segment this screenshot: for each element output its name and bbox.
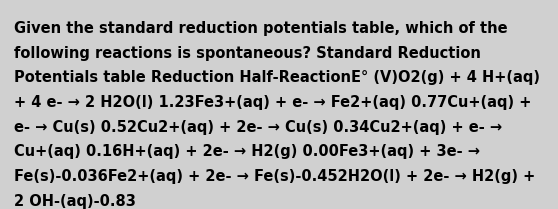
Text: 2 OH-(aq)-0.83: 2 OH-(aq)-0.83 — [14, 194, 136, 209]
Text: Potentials table Reduction Half-ReactionE° (V)O2(g) + 4 H+(aq): Potentials table Reduction Half-Reaction… — [14, 70, 540, 85]
Text: Fe(s)-0.036Fe2+(aq) + 2e- → Fe(s)-0.452H2O(l) + 2e- → H2(g) +: Fe(s)-0.036Fe2+(aq) + 2e- → Fe(s)-0.452H… — [14, 169, 535, 184]
Text: Given the standard reduction potentials table, which of the: Given the standard reduction potentials … — [14, 21, 508, 36]
Text: + 4 e- → 2 H2O(l) 1.23Fe3+(aq) + e- → Fe2+(aq) 0.77Cu+(aq) +: + 4 e- → 2 H2O(l) 1.23Fe3+(aq) + e- → Fe… — [14, 95, 531, 110]
Text: following reactions is spontaneous? Standard Reduction: following reactions is spontaneous? Stan… — [14, 46, 481, 61]
Text: Cu+(aq) 0.16H+(aq) + 2e- → H2(g) 0.00Fe3+(aq) + 3e- →: Cu+(aq) 0.16H+(aq) + 2e- → H2(g) 0.00Fe3… — [14, 144, 480, 159]
Text: e- → Cu(s) 0.52Cu2+(aq) + 2e- → Cu(s) 0.34Cu2+(aq) + e- →: e- → Cu(s) 0.52Cu2+(aq) + 2e- → Cu(s) 0.… — [14, 120, 502, 135]
